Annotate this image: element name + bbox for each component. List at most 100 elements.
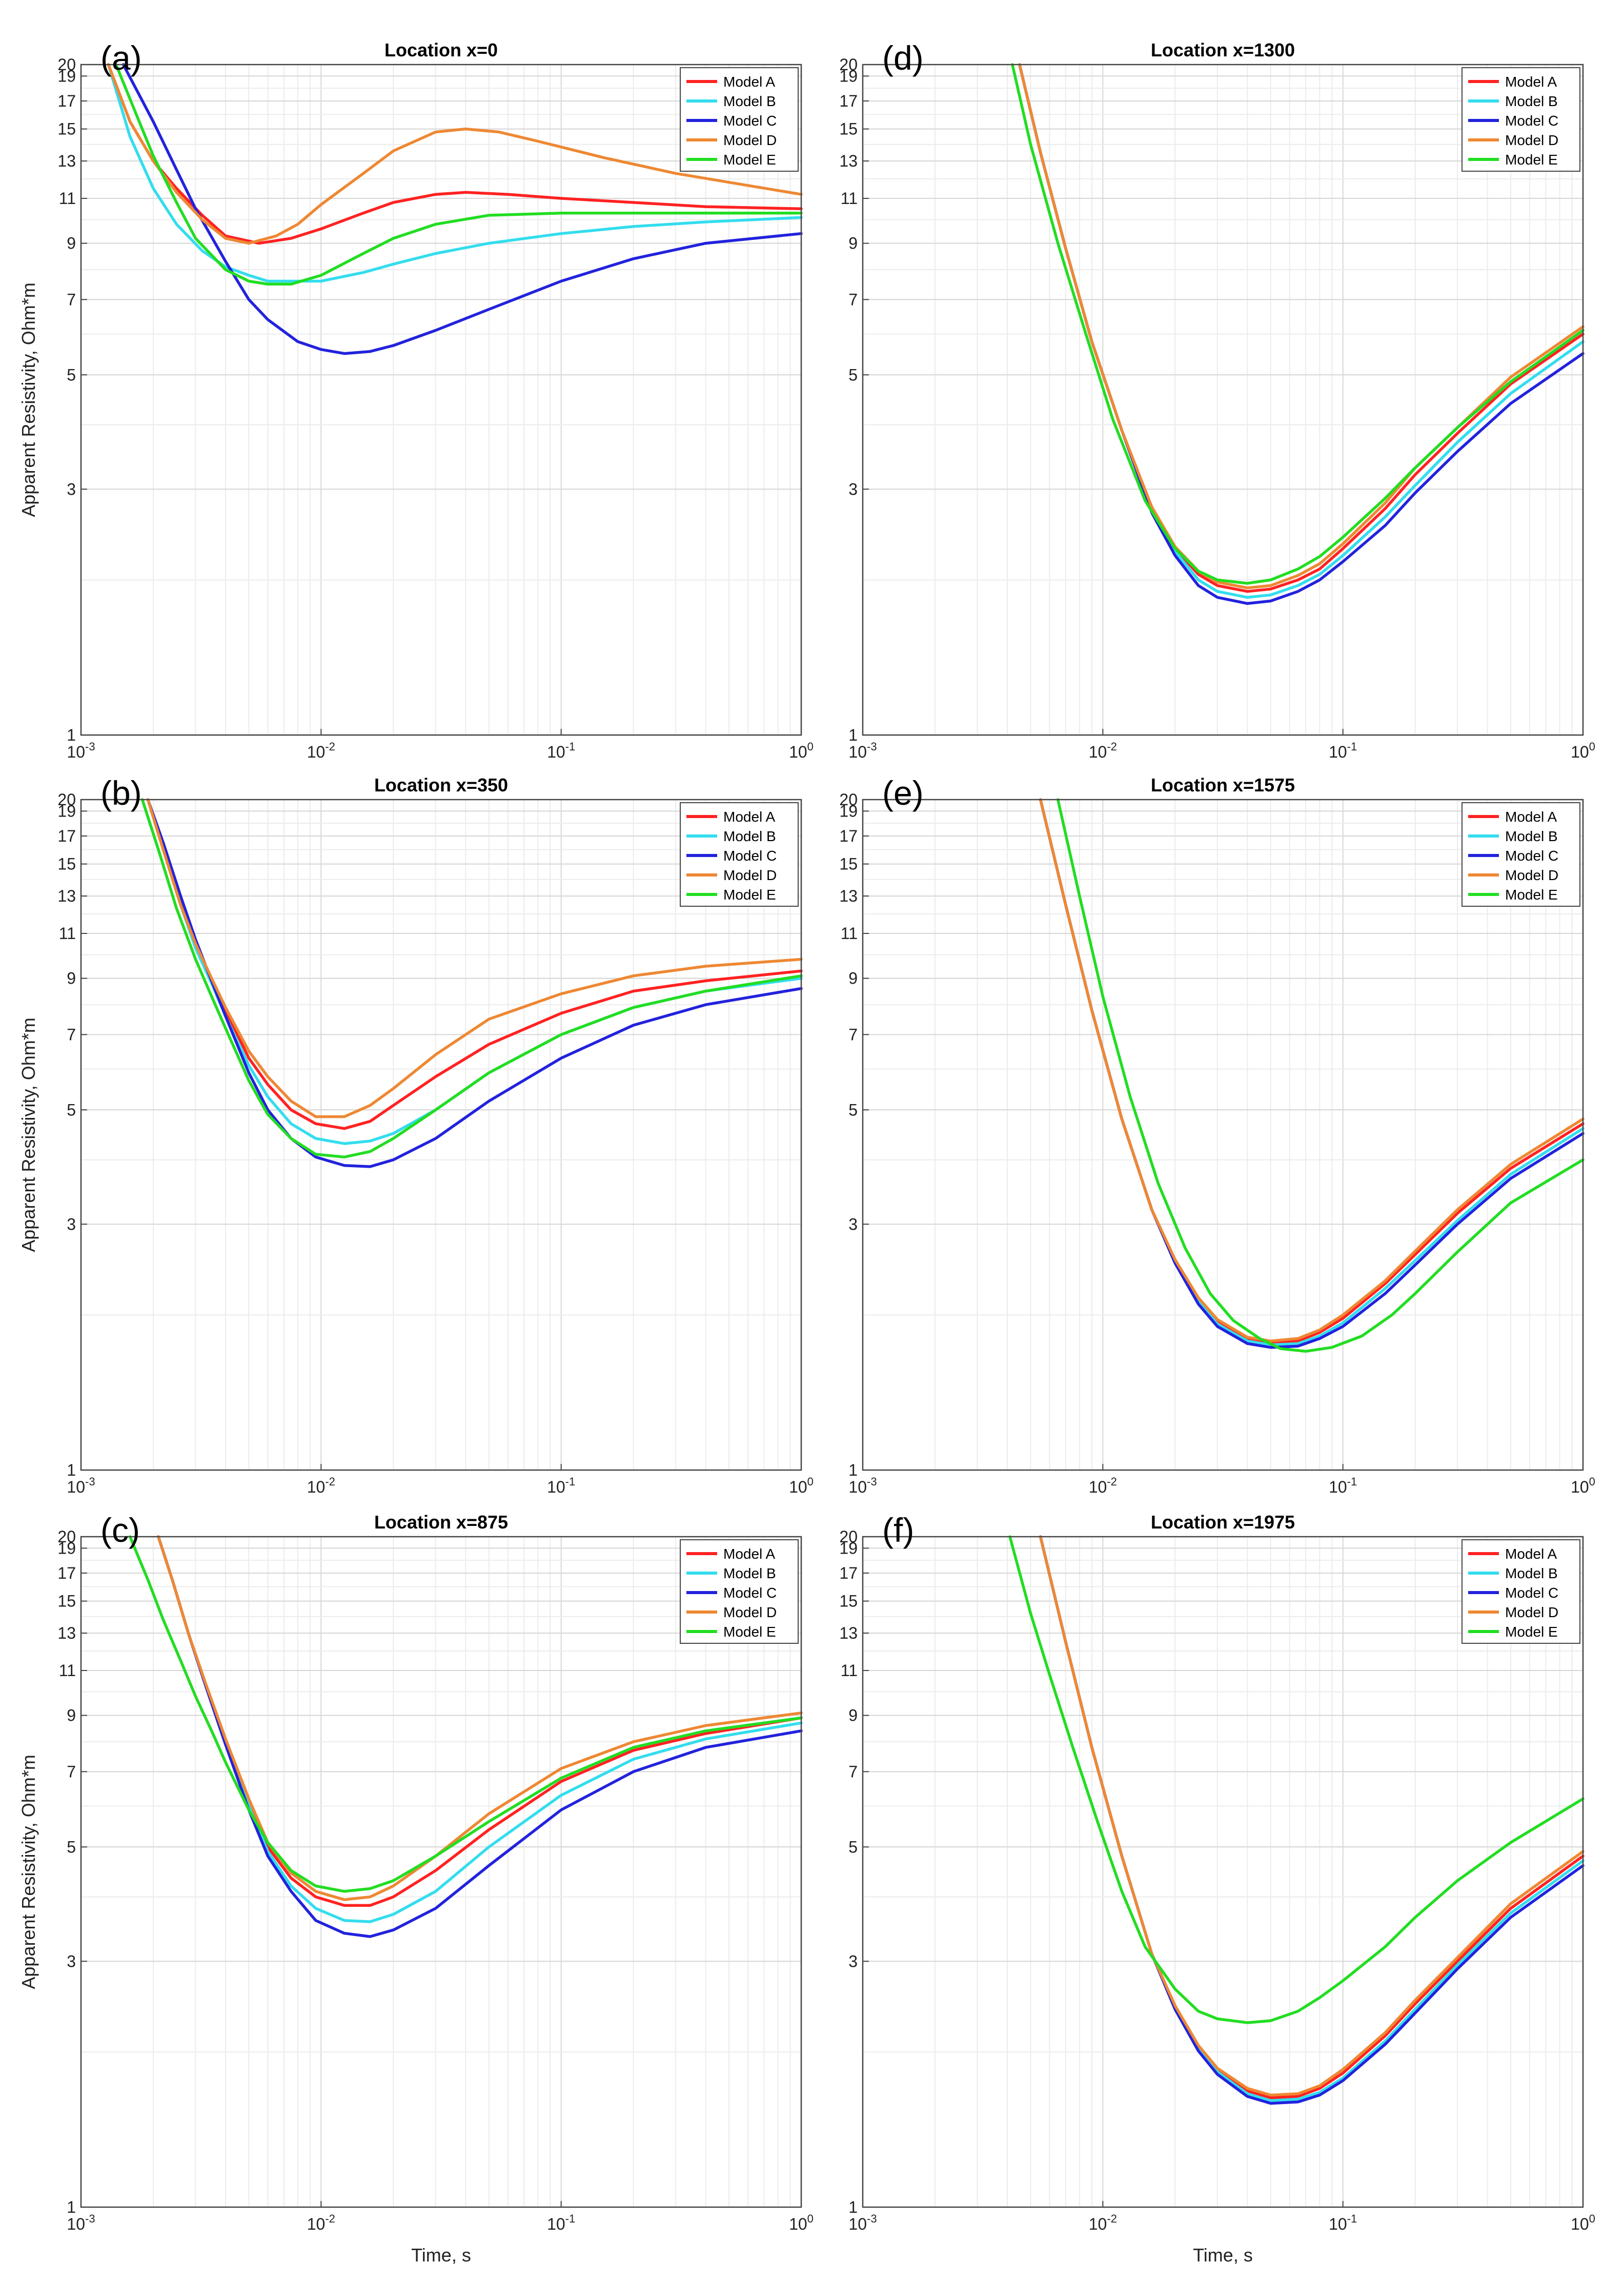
series-line-model-e	[1056, 798, 1585, 1353]
y-tick-label: 11	[59, 189, 76, 208]
y-tick-label: 5	[848, 365, 858, 384]
y-tick-label: 3	[848, 1952, 858, 1970]
y-tick-label: 3	[848, 1215, 858, 1233]
legend-entry: Model E	[723, 887, 776, 903]
legend-entry: Model B	[1505, 828, 1558, 844]
y-tick-label: 5	[67, 1838, 76, 1856]
y-tick-label: 11	[59, 1661, 76, 1680]
legend-entry: Model D	[723, 132, 777, 148]
plot-area	[81, 1537, 801, 2207]
y-tick-label: 1	[67, 726, 76, 744]
x-tick-label: 10-1	[547, 1475, 575, 1496]
y-tick-label: 19	[839, 67, 858, 85]
x-tick-label: 100	[1571, 740, 1595, 761]
legend: Model A Model B Model C Model D Model E	[680, 802, 799, 907]
y-tick-label: 7	[848, 1762, 858, 1781]
panel-letter: (d)	[882, 39, 924, 77]
legend-entry: Model B	[1505, 1565, 1558, 1581]
y-tick-label: 19	[57, 67, 76, 85]
y-tick-label: 3	[67, 480, 76, 498]
legend-entry: Model E	[1505, 887, 1558, 903]
legend: Model A Model B Model C Model D Model E	[1461, 67, 1580, 172]
y-tick-label: 7	[848, 290, 858, 309]
y-tick-label: 20	[839, 790, 858, 809]
y-tick-label: 9	[848, 234, 858, 253]
x-tick-label: 100	[789, 2212, 814, 2233]
chart-title: Location x=0	[384, 39, 498, 60]
x-tick-label: 100	[789, 1475, 814, 1496]
y-tick-label: 11	[841, 924, 858, 943]
y-tick-label: 19	[839, 1539, 858, 1557]
legend-entry: Model D	[723, 1604, 777, 1620]
legend: Model A Model B Model C Model D Model E	[1461, 1539, 1580, 1644]
legend-entry: Model A	[723, 1546, 775, 1562]
legend-entry: Model C	[1505, 113, 1558, 129]
y-tick-label: 13	[57, 887, 76, 905]
axes-frame	[80, 799, 802, 1471]
legend-entry: Model D	[1505, 867, 1558, 883]
series-line-model-e	[128, 1535, 803, 1893]
y-tick-label: 1	[67, 1461, 76, 1479]
x-tick-label: 10-1	[547, 740, 575, 761]
plot-area	[863, 1537, 1583, 2207]
legend-entry: Model A	[723, 809, 775, 825]
x-tick-label: 100	[1571, 2212, 1595, 2233]
y-tick-label: 15	[57, 120, 76, 138]
panel-letter: (f)	[882, 1511, 914, 1549]
y-tick-label: 15	[57, 1592, 76, 1611]
legend-entry: Model C	[723, 113, 777, 129]
y-tick-label: 15	[839, 120, 858, 138]
legend-entry: Model B	[723, 828, 776, 844]
x-tick-label: 10-3	[848, 2212, 877, 2233]
panel-letter: (b)	[100, 774, 142, 812]
y-tick-label: 13	[57, 1624, 76, 1642]
legend: Model A Model B Model C Model D Model E	[680, 67, 799, 172]
axes-frame	[862, 64, 1584, 736]
y-tick-label: 7	[67, 1025, 76, 1044]
axes-frame	[80, 64, 802, 736]
series-line-model-a	[107, 63, 803, 245]
x-tick-label: 10-1	[1329, 740, 1357, 761]
legend-entry: Model B	[1505, 93, 1558, 109]
legend-entry: Model B	[723, 93, 776, 109]
y-tick-label: 17	[839, 827, 858, 845]
y-tick-label: 15	[839, 1592, 858, 1611]
legend-entry: Model A	[1505, 74, 1557, 90]
series-line-model-c	[146, 798, 803, 1168]
y-tick-label: 13	[57, 152, 76, 170]
y-tick-label: 20	[57, 1527, 76, 1546]
x-tick-label: 100	[1571, 1475, 1595, 1496]
axes-frame	[862, 1536, 1584, 2208]
series-line-model-c	[121, 63, 803, 355]
axes-frame	[80, 1536, 802, 2208]
y-tick-label: 7	[67, 290, 76, 309]
x-tick-label: 10-1	[1329, 2212, 1357, 2233]
legend-entry: Model B	[723, 1565, 776, 1581]
chart-title: Location x=1975	[1151, 1512, 1295, 1533]
x-tick-label: 10-3	[67, 740, 95, 761]
y-tick-label: 9	[848, 969, 858, 988]
x-axis-label: Time, s	[411, 2245, 471, 2266]
chart-title: Location x=1300	[1151, 39, 1295, 60]
legend: Model A Model B Model C Model D Model E	[680, 1539, 799, 1644]
y-tick-label: 11	[841, 1661, 858, 1680]
series-line-model-d	[146, 798, 803, 1118]
y-tick-label: 20	[839, 55, 858, 74]
plot-area	[81, 65, 801, 735]
plot-area	[863, 800, 1583, 1470]
y-tick-label: 3	[67, 1215, 76, 1233]
axes-frame	[862, 799, 1584, 1471]
legend-entry: Model D	[723, 867, 777, 883]
y-tick-label: 3	[67, 1952, 76, 1970]
chart-title: Location x=350	[374, 774, 508, 796]
y-tick-label: 17	[839, 92, 858, 110]
y-tick-label: 17	[57, 827, 76, 845]
chart-title: Location x=1575	[1151, 774, 1295, 796]
y-tick-label: 9	[67, 234, 76, 253]
